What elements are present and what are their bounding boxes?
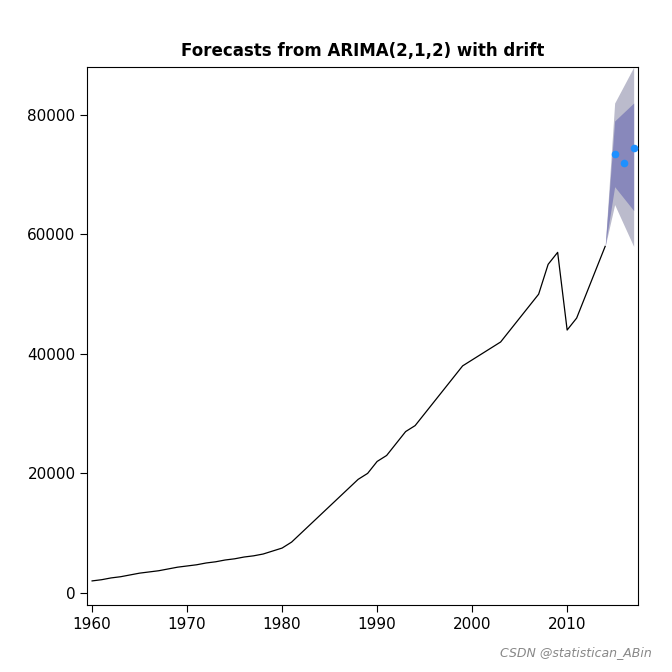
Text: CSDN @statistican_ABin: CSDN @statistican_ABin	[500, 646, 652, 659]
Title: Forecasts from ARIMA(2,1,2) with drift: Forecasts from ARIMA(2,1,2) with drift	[181, 42, 544, 60]
Point	[628, 142, 639, 153]
Point	[619, 157, 630, 168]
Point	[610, 149, 620, 159]
